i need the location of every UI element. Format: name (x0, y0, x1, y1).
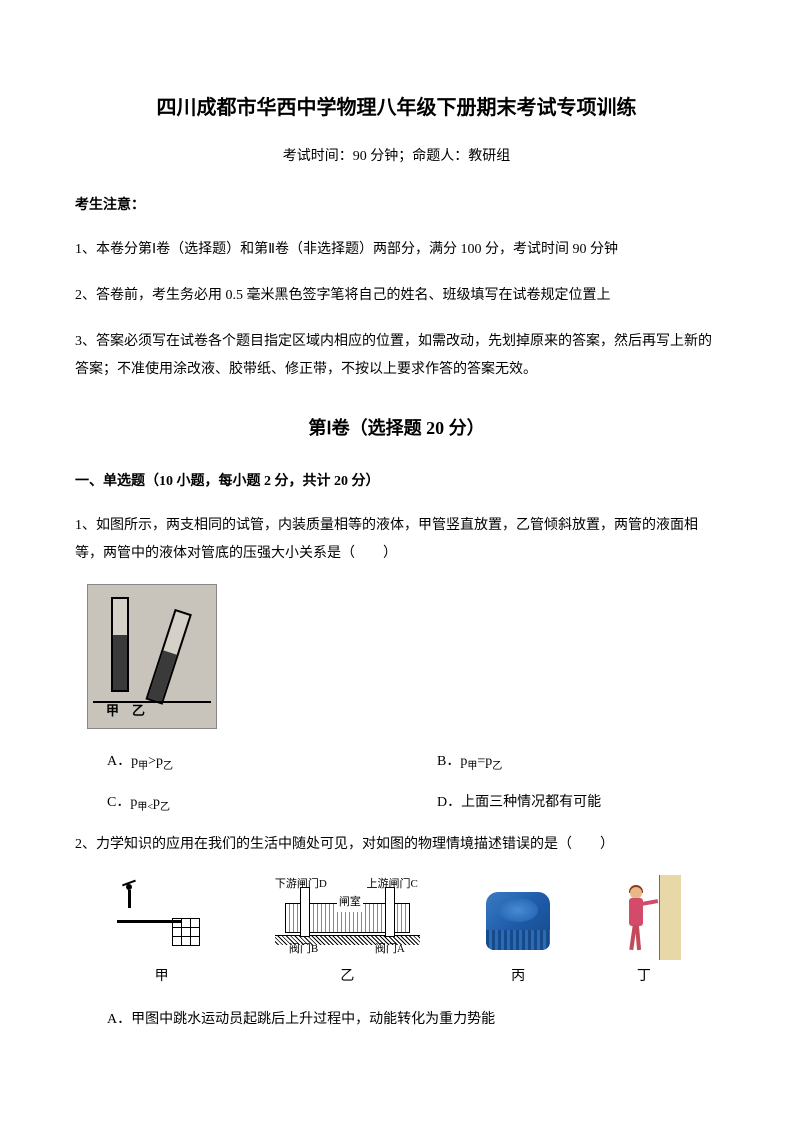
exam-title: 四川成都市华西中学物理八年级下册期末考试专项训练 (75, 90, 718, 126)
figure-yi: 下游闸门D 上游闸门C 闸室 阀门B 阀门A 乙 (265, 875, 430, 989)
question-2-figures: 甲 下游闸门D 上游闸门C 闸室 阀门B 阀门A 乙 丙 (75, 875, 718, 989)
question-1-text: 1、如图所示，两支相同的试管，内装质量相等的液体，甲管竖直放置，乙管倾斜放置，两… (75, 512, 718, 568)
q1-option-a: A．p甲>p乙 (107, 749, 437, 776)
exam-subtitle: 考试时间：90 分钟；命题人：教研组 (75, 144, 718, 169)
figure-jia: 甲 (112, 880, 212, 989)
tube-label-yi: 乙 (132, 703, 145, 718)
question-2-text: 2、力学知识的应用在我们的生活中随处可见，对如图的物理情境描述错误的是（ ） (75, 831, 718, 859)
notice-header: 考生注意： (75, 193, 718, 218)
q2-option-a: A．甲图中跳水运动员起跳后上升过程中，动能转化为重力势能 (75, 1007, 718, 1032)
instruction-3: 3、答案必须写在试卷各个题目指定区域内相应的位置，如需改动，先划掉原来的答案，然… (75, 328, 718, 384)
figure-yi-label: 乙 (340, 964, 354, 989)
figure-bing: 丙 (483, 892, 553, 989)
figure-ding-label: 丁 (637, 964, 651, 989)
q1-options-row1: A．p甲>p乙 B．p甲=p乙 (75, 749, 718, 776)
part1-title: 第Ⅰ卷（选择题 20 分） (75, 412, 718, 444)
tube-label-jia: 甲 (106, 703, 119, 718)
figure-bing-label: 丙 (511, 964, 525, 989)
instruction-1: 1、本卷分第Ⅰ卷（选择题）和第Ⅱ卷（非选择题）两部分，满分 100 分，考试时间… (75, 236, 718, 264)
section1-header: 一、单选题（10 小题，每小题 2 分，共计 20 分） (75, 469, 718, 494)
question-1-figure: 甲 乙 (87, 584, 217, 729)
q1-options-row2: C．p甲<p乙 D．上面三种情况都有可能 (75, 790, 718, 817)
instruction-2: 2、答卷前，考生务必用 0.5 毫米黑色签字笔将自己的姓名、班级填写在试卷规定位… (75, 282, 718, 310)
figure-jia-label: 甲 (155, 964, 169, 989)
figure-ding: 丁 (606, 875, 681, 989)
q1-option-c: C．p甲<p乙 (107, 790, 437, 817)
q1-option-b: B．p甲=p乙 (437, 749, 502, 776)
q1-option-d: D．上面三种情况都有可能 (437, 790, 601, 817)
